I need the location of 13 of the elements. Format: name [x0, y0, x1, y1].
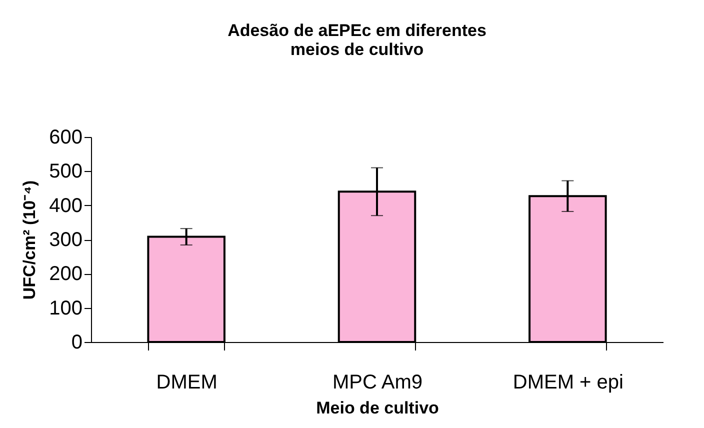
y-tick-label: 300: [49, 229, 82, 251]
y-tick-label: 0: [71, 332, 82, 354]
x-tick-label: DMEM: [156, 372, 218, 394]
x-tick-label: DMEM + epi: [512, 372, 624, 394]
y-tick-label: 100: [49, 297, 82, 320]
y-tick-label: 500: [49, 160, 82, 183]
y-tick-label: 600: [49, 126, 82, 148]
chart-title: Adesão de aEPEc em diferentes meios de cultivo: [228, 21, 486, 59]
x-tick-label: MPC Am9: [332, 372, 423, 394]
y-axis-title: UFC/cm² (10⁻⁴): [20, 180, 40, 300]
y-tick-label: 400: [49, 194, 82, 217]
x-axis-title: Meio de cultivo: [316, 398, 439, 418]
y-tick-label: 200: [49, 263, 82, 286]
